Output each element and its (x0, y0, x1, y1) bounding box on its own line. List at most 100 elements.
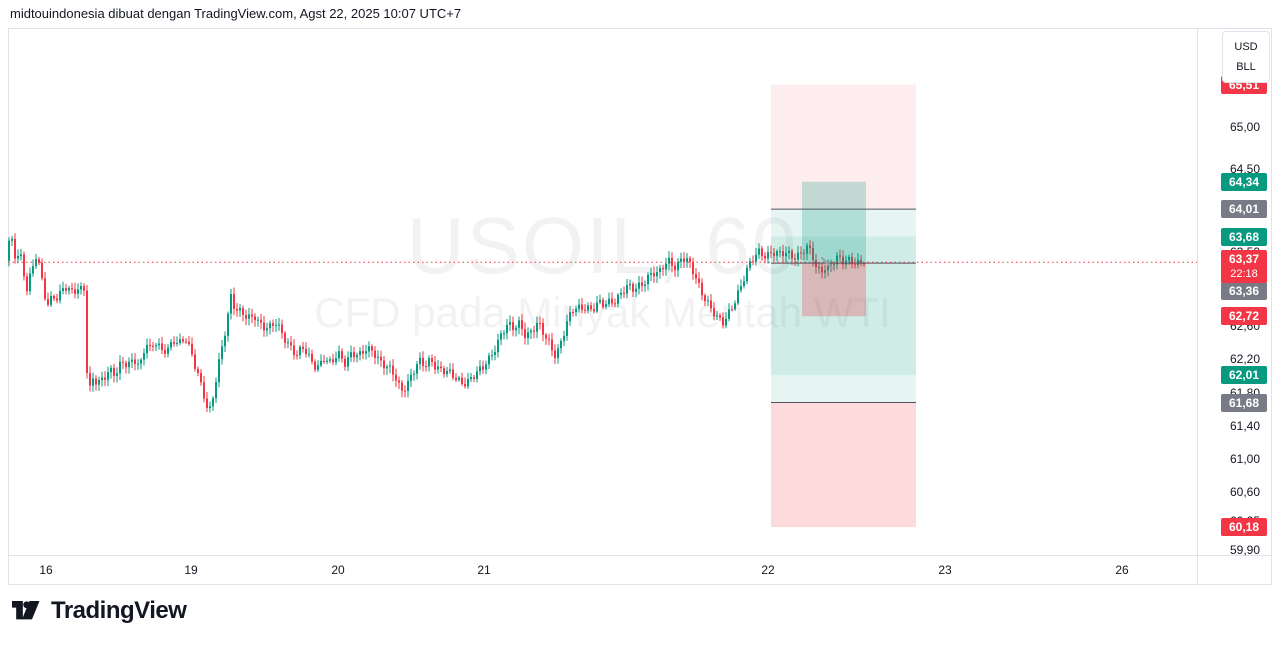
candle-body (392, 365, 394, 375)
candle-body (602, 299, 604, 307)
candle-body (599, 299, 601, 303)
time-tick-label: 23 (938, 563, 952, 577)
candle-body (251, 314, 253, 317)
candle-body (857, 259, 859, 265)
candle-body (272, 323, 274, 326)
candle-body (266, 328, 268, 331)
candle-body (731, 309, 733, 311)
currency-unit-box: USD BLL (1222, 31, 1270, 83)
price-tick-label: 64,50 (1229, 161, 1261, 176)
upper-risk-zone[interactable] (771, 84, 916, 210)
candle-body (83, 286, 85, 291)
lower-risk-zone[interactable] (771, 402, 916, 528)
candle-body (158, 343, 160, 346)
candle-body (380, 356, 382, 361)
candle-body (506, 324, 508, 334)
position-loss-box[interactable] (802, 263, 866, 317)
bar-countdown: 22:18 (1230, 268, 1258, 281)
candle-body (431, 358, 433, 363)
candle-body (725, 318, 727, 326)
candle-body (341, 351, 343, 359)
candle-body (821, 267, 823, 273)
candle-body (248, 314, 250, 319)
candle-body (281, 324, 283, 334)
candle-body (719, 315, 721, 318)
candle-body (41, 262, 43, 279)
candle-body (305, 348, 307, 355)
candle-body (620, 292, 622, 295)
candle-body (692, 262, 694, 275)
candle-body (833, 264, 835, 266)
candle-body (371, 346, 373, 351)
candle-body (401, 382, 403, 391)
candle-body (260, 319, 262, 323)
candle-body (182, 339, 184, 342)
candle-body (254, 316, 256, 321)
candle-body (752, 261, 754, 263)
candle-body (179, 339, 181, 343)
candle-body (536, 322, 538, 332)
candle-body (377, 356, 379, 358)
candle-body (68, 287, 70, 291)
candle-body (824, 270, 826, 273)
candle-body (593, 309, 595, 312)
candle-body (806, 245, 808, 254)
candle-body (677, 261, 679, 271)
candle-body (368, 346, 370, 352)
price-label-61-68: 61,68 (1221, 393, 1267, 412)
candle-body (770, 252, 772, 254)
tradingview-logo[interactable]: TradingView (12, 597, 187, 625)
candle-body (290, 342, 292, 346)
candle-body (347, 357, 349, 367)
candle-body (185, 341, 187, 343)
candle-body (716, 315, 718, 317)
candle-body (269, 323, 271, 329)
unit-label: BLL (1236, 61, 1256, 74)
candle-body (524, 329, 526, 339)
price-axis[interactable]: 65,0064,5063,5062,6062,2061,8061,4061,00… (1197, 28, 1281, 584)
candle-body (704, 295, 706, 302)
candle-body (203, 382, 205, 399)
candle-body (650, 273, 652, 275)
candle-body (710, 300, 712, 309)
candle-body (740, 285, 742, 291)
candle-body (827, 266, 829, 271)
candle-body (101, 377, 103, 381)
price-tick-label: 61,00 (1229, 452, 1261, 466)
candle-body (194, 354, 196, 369)
candle-body (596, 302, 598, 312)
candle-body (416, 364, 418, 374)
time-tick-label: 20 (331, 563, 345, 577)
candle-body (335, 358, 337, 363)
candle-body (236, 308, 238, 311)
candle-body (389, 365, 391, 367)
candle-body (497, 339, 499, 353)
position-profit-box[interactable] (802, 181, 866, 264)
candle-body (8, 240, 10, 261)
candle-body (149, 344, 151, 346)
candle-body (221, 346, 223, 360)
candle-body (242, 307, 244, 316)
candle-body (722, 317, 724, 326)
candle-body (77, 289, 79, 294)
candle-body (422, 357, 424, 367)
candle-body (749, 261, 751, 268)
reward-band-2[interactable] (771, 236, 916, 403)
time-axis[interactable]: 16 19 20 21 22 23 26 (8, 555, 1271, 584)
candle-body (146, 344, 148, 354)
candle-body (608, 298, 610, 305)
candle-body (728, 309, 730, 319)
current-price-value: 63,37 (1228, 252, 1260, 267)
candle-body (128, 361, 130, 368)
candle-body (419, 357, 421, 365)
candle-body (20, 254, 22, 257)
candle-body (275, 325, 277, 327)
candle-body (257, 319, 259, 321)
reward-band-1[interactable] (771, 209, 916, 376)
price-label-63-36: 63,36 (1221, 282, 1267, 300)
candle-body (191, 343, 193, 355)
candle-body (557, 348, 559, 359)
candle-body (188, 341, 190, 344)
candle-body (386, 366, 388, 369)
